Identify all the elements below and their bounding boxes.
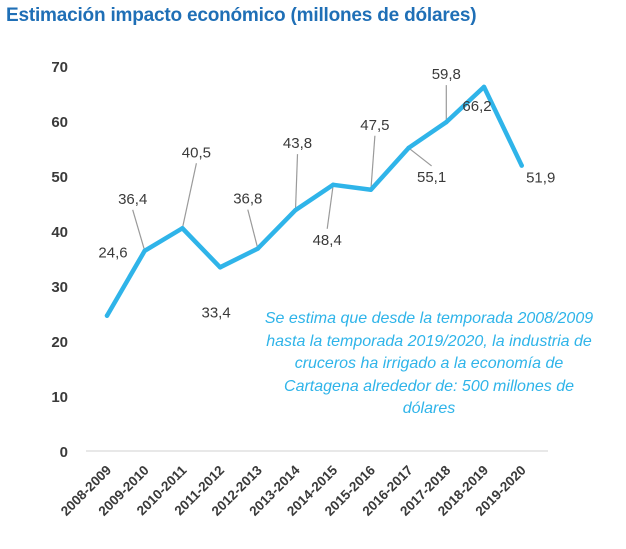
- data-point: [293, 207, 298, 213]
- data-label: 59,8: [432, 66, 461, 83]
- y-tick-label: 40: [51, 224, 68, 241]
- leader-line: [132, 209, 146, 251]
- leader-line: [294, 154, 299, 211]
- chart-annotation: Se estima que desde la temporada 2008/20…: [264, 310, 594, 417]
- data-point: [331, 182, 336, 187]
- data-label: 43,8: [283, 135, 312, 152]
- y-tick-label: 10: [51, 389, 68, 406]
- y-tick-label: 0: [60, 444, 68, 461]
- data-label: 33,4: [201, 304, 230, 321]
- y-tick-label: 30: [51, 279, 68, 296]
- data-label: 36,4: [118, 191, 147, 208]
- data-point: [104, 313, 110, 318]
- data-point: [444, 119, 449, 125]
- data-label: 48,4: [313, 232, 342, 249]
- y-tick-label: 60: [51, 114, 68, 131]
- data-point: [406, 145, 411, 151]
- chart-title: Estimación impacto económico (millones d…: [6, 5, 477, 26]
- leader-line: [408, 147, 432, 167]
- data-point: [180, 226, 185, 231]
- data-point: [142, 248, 147, 253]
- data-point: [519, 163, 524, 168]
- y-tick-label: 20: [51, 334, 68, 351]
- y-tick-label: 50: [51, 169, 68, 186]
- data-point: [481, 84, 487, 90]
- leader-line: [326, 184, 334, 229]
- data-point: [217, 265, 223, 270]
- series-line: [104, 84, 524, 318]
- data-label: 51,9: [526, 170, 555, 187]
- data-label: 66,2: [462, 98, 491, 115]
- data-label: 55,1: [417, 169, 446, 186]
- leader-line: [247, 209, 259, 249]
- data-label: 40,5: [182, 144, 211, 161]
- leader-line: [370, 135, 376, 190]
- data-point: [255, 246, 260, 251]
- y-tick-label: 70: [51, 59, 68, 76]
- data-label: 47,5: [360, 117, 389, 134]
- leader-line: [181, 163, 197, 229]
- data-label: 36,8: [233, 191, 262, 208]
- data-label: 24,6: [98, 245, 127, 262]
- data-point: [368, 187, 374, 192]
